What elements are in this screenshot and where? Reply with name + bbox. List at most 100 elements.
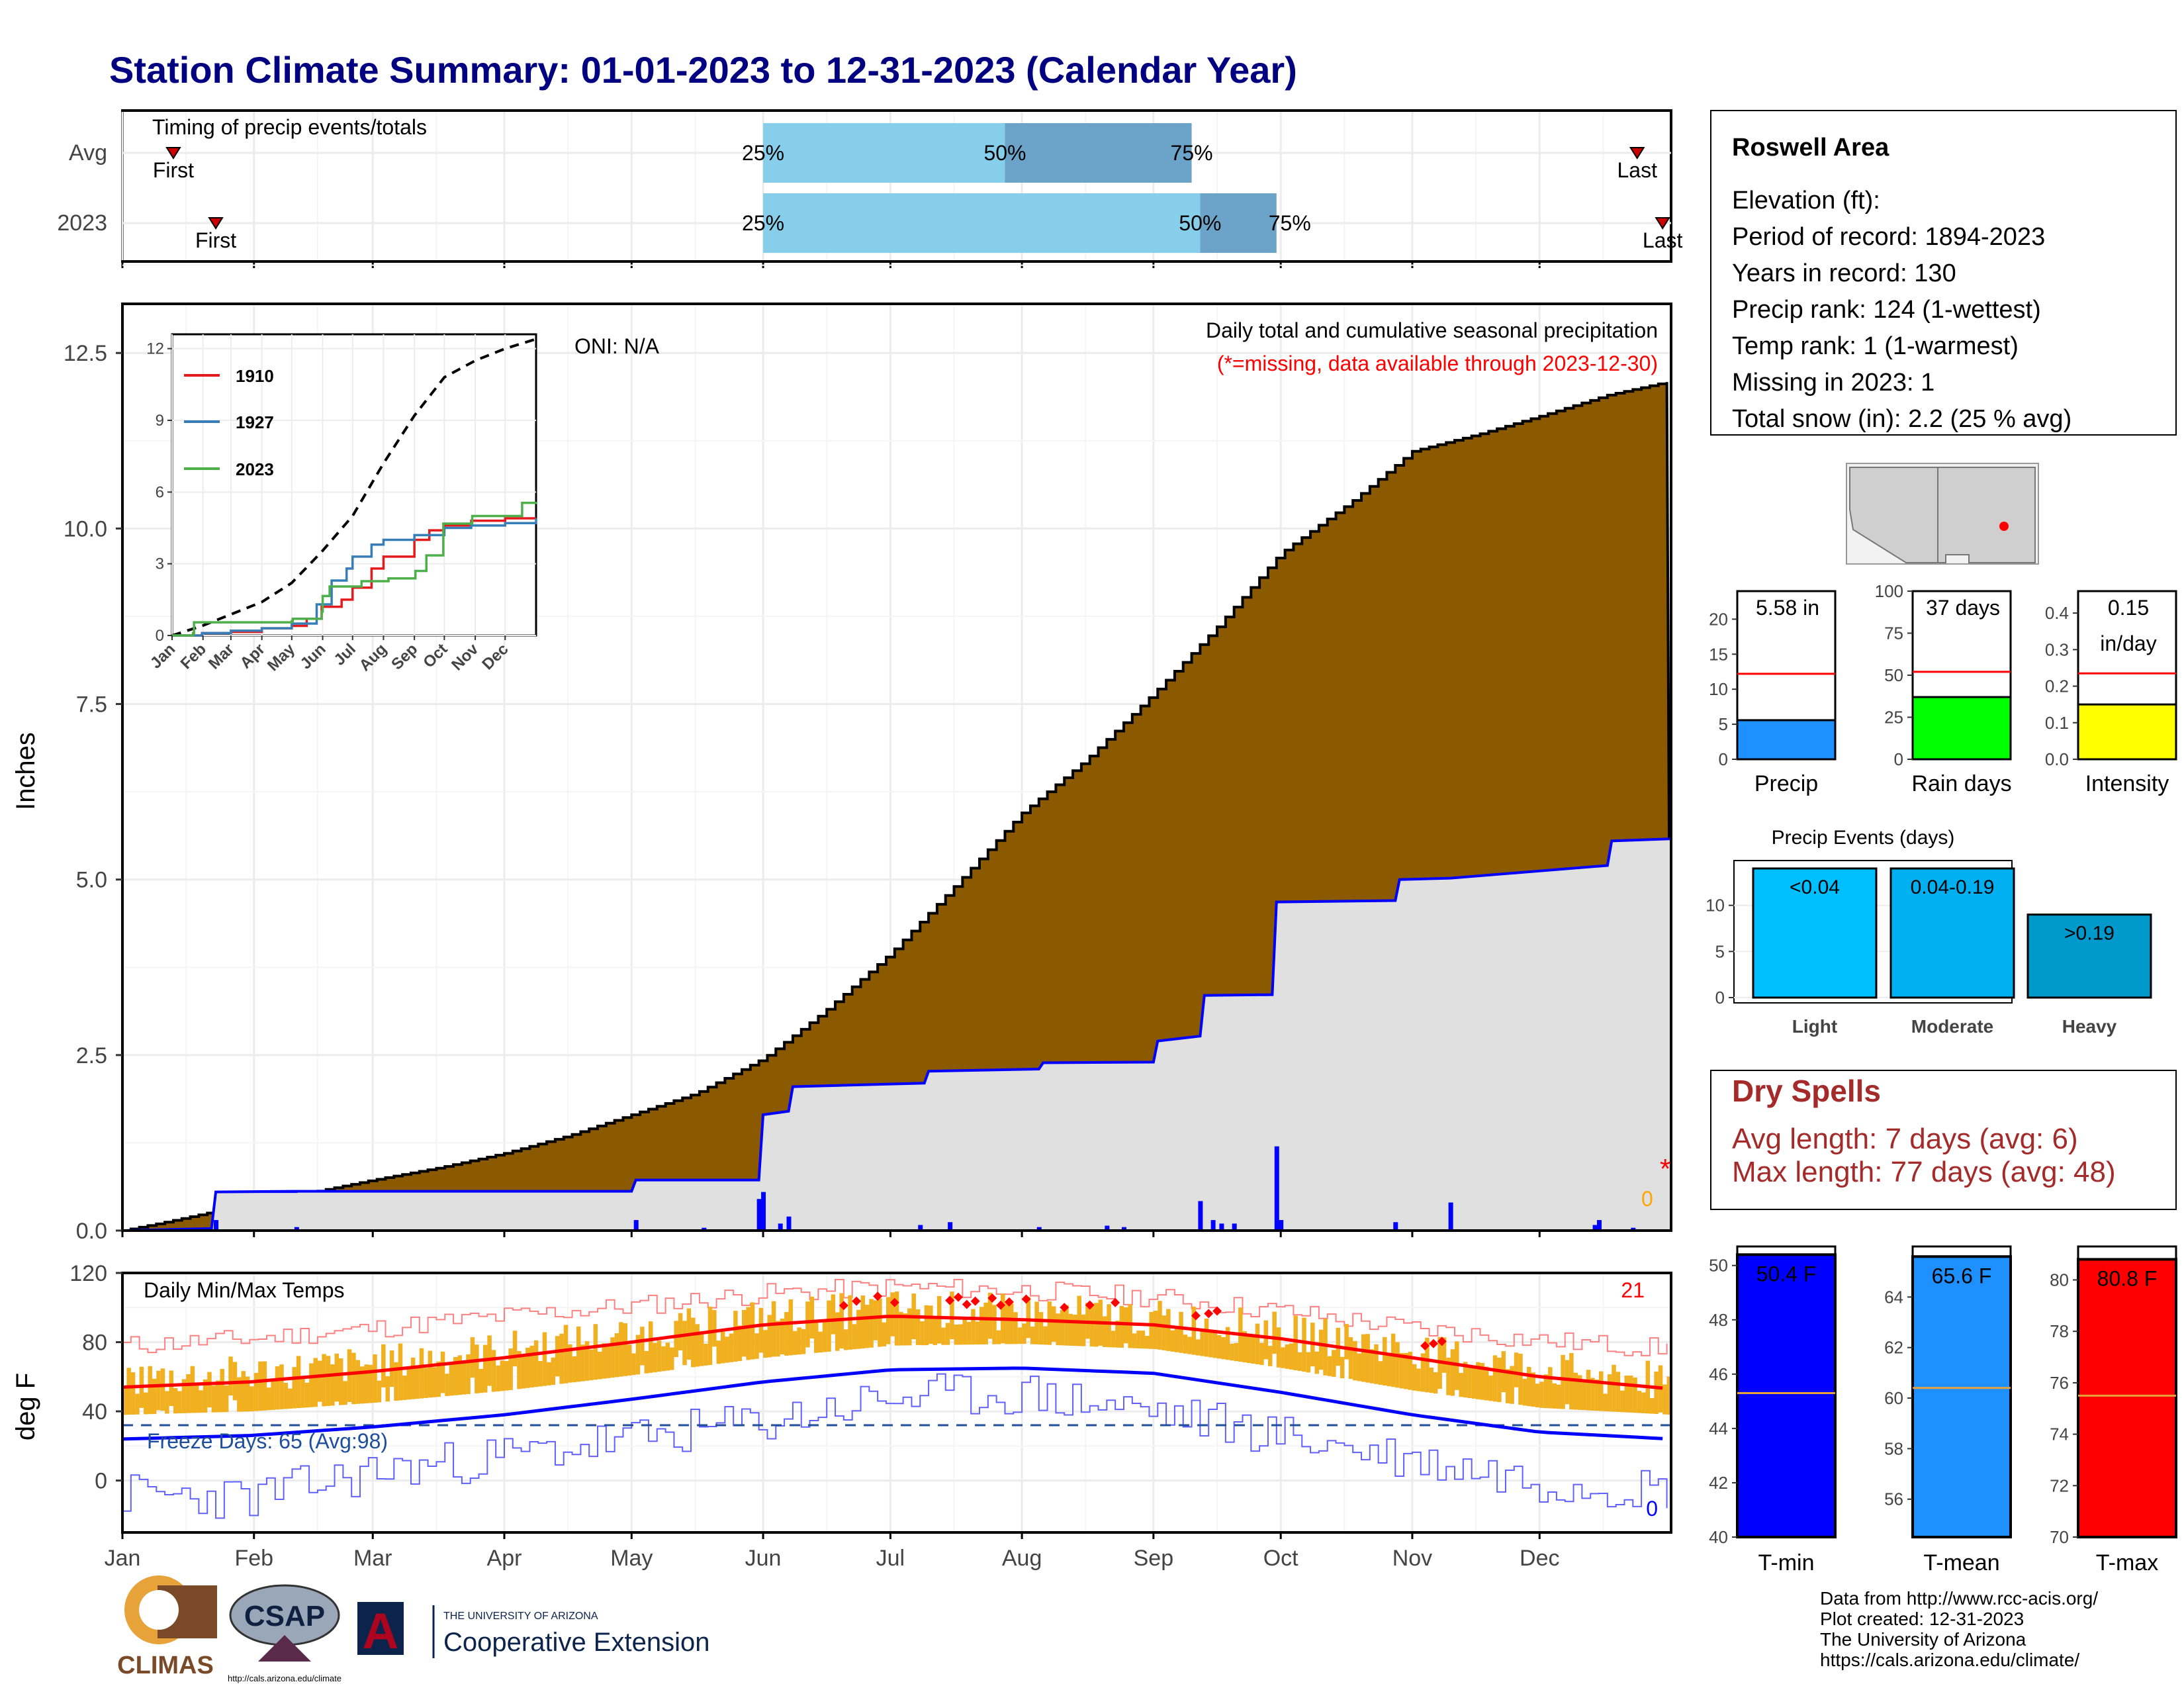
daily-temp-bar [1332, 1350, 1336, 1377]
daily-temp-bar [831, 1294, 836, 1335]
daily-temp-bar [1484, 1366, 1489, 1401]
temp-summary-tick-label: 56 [1884, 1489, 1903, 1509]
events-bar [2026, 914, 2152, 999]
daily-temp-bar [623, 1323, 627, 1376]
temp-summary-bar [1736, 1253, 1837, 1539]
daily-temp-bar [657, 1340, 662, 1372]
daily-temp-bar [317, 1360, 322, 1402]
daily-temp-bar [1471, 1367, 1477, 1399]
climas-emblem-center [139, 1590, 179, 1630]
daily-precip-bar [1210, 1220, 1216, 1231]
timing-title: Timing of precip events/totals [152, 115, 427, 139]
daily-temp-bar [428, 1350, 433, 1398]
daily-temp-bar [941, 1327, 946, 1345]
temp-summary-bars: 40 42 44 46 48 50 50.4 F T-min 56 58 60 62 64 65.6 F T… [1709, 1245, 2177, 1575]
daily-temp-bar [1013, 1312, 1018, 1344]
daily-temp-bar [983, 1302, 988, 1344]
daily-temp-bar [1476, 1362, 1480, 1399]
mini-bar-tick-label: 0.1 [2045, 713, 2069, 733]
events-tick-label: 5 [1715, 941, 1725, 961]
daily-temp-bar [313, 1358, 318, 1407]
timing-label-50: 50% [1179, 211, 1221, 235]
daily-temp-bar [589, 1349, 594, 1381]
daily-temp-bar [1467, 1366, 1472, 1399]
daily-temp-bar [445, 1374, 449, 1396]
daily-temp-bar [996, 1330, 1001, 1344]
daily-temp-bar [809, 1296, 815, 1339]
daily-temp-bar [394, 1362, 398, 1401]
daily-temp-bar [1527, 1366, 1531, 1407]
daily-temp-bar [746, 1307, 751, 1360]
daily-temp-bar [1259, 1342, 1264, 1365]
daily-temp-bar [1081, 1314, 1086, 1346]
record-high-dot [1060, 1303, 1069, 1313]
record-high-dot [873, 1291, 883, 1301]
daily-temp-bar [525, 1348, 530, 1388]
events-category-label: Light [1792, 1016, 1837, 1037]
daily-temp-bar [190, 1366, 195, 1413]
daily-temp-bar [707, 1306, 713, 1366]
credit-line-3: The University of Arizona [1820, 1629, 2026, 1650]
daily-temp-bar [415, 1367, 420, 1399]
daily-temp-bar [954, 1324, 959, 1345]
temp-summary-tick-label: 74 [2050, 1425, 2069, 1444]
daily-temp-bar [1043, 1326, 1048, 1345]
daily-temp-bar [156, 1370, 161, 1411]
daily-precip-bar [918, 1225, 923, 1231]
daily-temp-bar [1441, 1337, 1447, 1373]
daily-temp-bar [165, 1391, 169, 1414]
daily-precip-bar [214, 1220, 219, 1231]
daily-temp-bar [533, 1340, 539, 1387]
month-tick-label: Nov [1392, 1546, 1432, 1571]
inset-average-line [171, 338, 537, 637]
station-temp-rank: Temp rank: 1 (1-warmest) [1732, 332, 2019, 360]
legend-label-2023: 2023 [236, 459, 274, 479]
daily-temp-bar [635, 1335, 641, 1375]
daily-temp-bar [827, 1300, 831, 1352]
daily-temp-bar [653, 1342, 657, 1372]
daily-temp-bar [780, 1318, 785, 1354]
daily-temp-bar [432, 1367, 437, 1397]
daily-temp-bar [237, 1377, 242, 1412]
daily-temp-bar [326, 1356, 331, 1406]
daily-temp-bar [1365, 1334, 1370, 1383]
daily-temp-bar [890, 1292, 895, 1336]
precip-events-title: Precip Events (days) [1772, 827, 1955, 849]
station-missing: Missing in 2023: 1 [1732, 369, 1934, 397]
mini-bar-value [2077, 703, 2177, 761]
daily-temp-bar [351, 1352, 356, 1405]
month-tick-label: May [610, 1546, 653, 1571]
daily-temp-bar [1047, 1301, 1052, 1345]
daily-temp-bar [1140, 1331, 1146, 1349]
record-high-dot [889, 1297, 899, 1307]
daily-temp-bar [929, 1305, 933, 1344]
dry-spells-avg: Avg length: 7 days (avg: 6) [1732, 1123, 2078, 1155]
daily-temp-bar [716, 1340, 721, 1364]
daily-temp-bar [1161, 1315, 1167, 1350]
daily-temp-bar [1128, 1304, 1132, 1348]
daily-temp-bar [250, 1386, 254, 1412]
daily-temp-bar [1166, 1309, 1171, 1351]
daily-temp-bar [1318, 1329, 1324, 1370]
daily-temp-bar [979, 1307, 984, 1344]
daily-precip-bar [1631, 1227, 1636, 1231]
daily-temp-bar [1030, 1327, 1035, 1344]
daily-temp-bar [699, 1334, 704, 1366]
timing-panel: Timing of precip events/totals Avg 2023 … [57, 109, 1683, 268]
daily-temp-bar [614, 1333, 619, 1378]
temp-ytick-label: 120 [69, 1261, 107, 1286]
daily-temp-bar [453, 1357, 458, 1395]
daily-temp-bar [674, 1321, 678, 1358]
ua-logo-block [357, 1602, 404, 1655]
daily-temp-bar [1369, 1349, 1375, 1383]
daily-temp-bar [1263, 1320, 1269, 1360]
events-bar-label: <0.04 [1790, 876, 1840, 898]
daily-temp-bar [860, 1295, 866, 1349]
timing-marks: 25% 50% 75% First Last 25% 50% 75% First Last [153, 141, 1683, 252]
daily-temp-bar [343, 1381, 347, 1405]
record-high-dot [970, 1296, 980, 1306]
daily-temp-bar [1556, 1384, 1561, 1409]
temp-ytick-label: 0 [95, 1469, 107, 1494]
daily-temp-bar [475, 1344, 479, 1393]
